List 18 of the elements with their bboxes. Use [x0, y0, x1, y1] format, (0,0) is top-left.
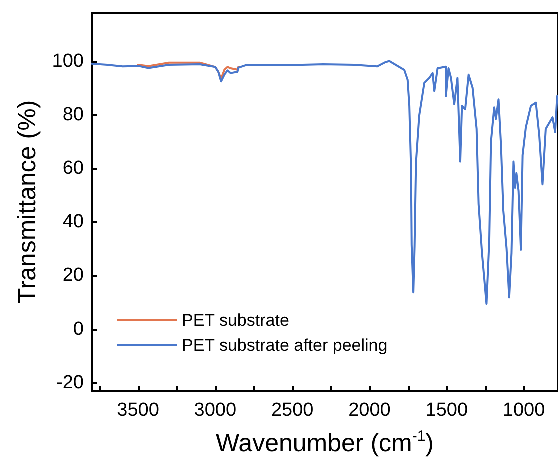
y-tick-label: 20	[62, 265, 84, 286]
y-tick-label: 100	[52, 50, 84, 72]
y-tick-label: 0	[73, 318, 84, 340]
x-tick-label: 1000	[502, 400, 546, 421]
y-tick-label: 60	[62, 158, 84, 179]
legend-label: PET substrate after peeling	[182, 336, 388, 355]
legend-label: PET substrate	[182, 311, 290, 330]
y-tick-label: 40	[62, 212, 84, 233]
y-tick-label: 80	[62, 104, 84, 126]
y-axis-title: Transmittance (%)	[14, 100, 42, 304]
line-series	[91, 60, 558, 306]
x-tick-label: 1500	[426, 400, 468, 421]
y-tick-label: -20	[56, 372, 84, 394]
x-tick-label: 2000	[348, 400, 391, 421]
line-series	[137, 62, 240, 80]
x-tick-label: 2500	[271, 400, 314, 421]
x-tick-label: 3000	[194, 400, 237, 421]
x-tick-label: 3500	[117, 400, 160, 421]
